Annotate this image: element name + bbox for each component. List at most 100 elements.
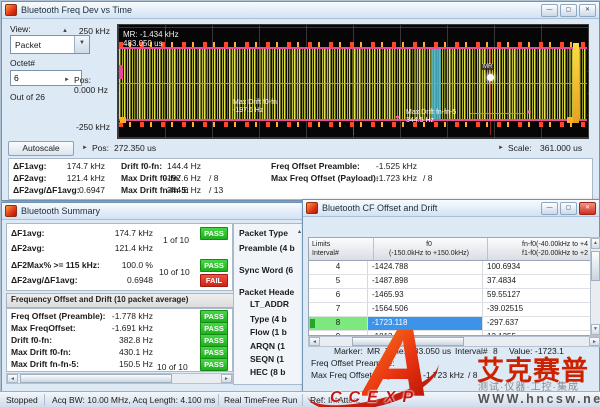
x-scale-value: 361.000 us bbox=[540, 143, 583, 153]
packet-item: Flow (1 b bbox=[250, 327, 287, 337]
metric-label: Max FreqOffset: bbox=[11, 323, 76, 333]
limit-line-top bbox=[119, 47, 587, 49]
titlebar-cf-offset[interactable]: Bluetooth CF Offset and Drift — ▢ ✕ bbox=[303, 200, 599, 217]
xscale-arrow-icon[interactable]: ► bbox=[498, 145, 504, 151]
marker-dot[interactable] bbox=[487, 74, 494, 81]
cell-f0[interactable]: -1465.93 bbox=[368, 289, 483, 302]
scroll-right-icon[interactable]: ► bbox=[589, 337, 600, 346]
table-row[interactable]: 7 -1564.506 -39.02515 bbox=[309, 303, 590, 317]
stat-value: 0.6947 bbox=[79, 185, 105, 195]
minimize-icon[interactable]: — bbox=[541, 3, 558, 17]
cell-f0[interactable]: -1813.548 bbox=[368, 331, 483, 335]
octet-input[interactable] bbox=[10, 70, 82, 86]
status-free-run: Free Run bbox=[262, 395, 298, 405]
footer-freq-offset-label: Freq Offset Preamble: bbox=[311, 358, 395, 368]
cell-f0[interactable]: -1564.506 bbox=[368, 303, 483, 316]
window-title-summary: Bluetooth Summary bbox=[21, 206, 101, 216]
metric-value: 0.6948 bbox=[127, 275, 153, 285]
metric-value: 174.7 kHz bbox=[114, 228, 153, 238]
status-state: Stopped bbox=[6, 395, 38, 405]
close-icon[interactable]: ✕ bbox=[579, 3, 596, 17]
status-separator bbox=[218, 394, 219, 406]
cell-interval[interactable]: 8 bbox=[309, 317, 368, 330]
stat-value: 121.4 kHz bbox=[66, 173, 105, 183]
freq-dev-plot[interactable]: MR MR: -1.434 kHz 483.050 us Max Drift f… bbox=[117, 24, 589, 139]
time-label: Time: bbox=[385, 346, 406, 356]
footer-max-freq-label: Max Freq Offset (Payload): bbox=[311, 370, 413, 380]
cursor-band[interactable] bbox=[431, 49, 441, 119]
metric-value: 382.8 Hz bbox=[118, 335, 153, 345]
marker-readout-freq: MR: -1.434 kHz bbox=[123, 30, 179, 39]
cell-drift[interactable]: -39.02515 bbox=[487, 304, 524, 313]
scroll-up-icon[interactable]: ▲ bbox=[591, 238, 600, 249]
table-row[interactable]: 9 -1813.548 13.1355 bbox=[309, 331, 590, 335]
y-pos-value: 0.000 Hz bbox=[74, 85, 109, 95]
table-row[interactable]: 4 -1424.788 100.6934 bbox=[309, 261, 590, 275]
table-row-selected[interactable]: 8 -1723.118 -297.637 bbox=[309, 317, 590, 331]
view-dropdown[interactable]: Packet ▼ bbox=[10, 35, 90, 54]
packet-item: Preamble (4 b bbox=[239, 243, 295, 253]
cell-interval[interactable]: 6 bbox=[309, 289, 368, 302]
metric-label: Max Drift fn-fn-5: bbox=[11, 359, 79, 369]
stat-value: -197.6 Hz bbox=[164, 173, 201, 183]
minimize-icon[interactable]: — bbox=[541, 201, 558, 215]
scroll-left-icon[interactable]: ◄ bbox=[7, 374, 18, 383]
status-acq: Acq BW: 10.00 MHz, Acq Length: 4.100 ms bbox=[52, 395, 216, 405]
app-icon bbox=[5, 205, 17, 217]
y-axis-bottom-label: -250 kHz bbox=[75, 122, 110, 132]
annotation-arrow-line bbox=[470, 113, 526, 114]
col-header-f0[interactable]: f0 (-150.0kHz to +150.0kHz) bbox=[374, 238, 488, 260]
status-badge: FAIL bbox=[200, 274, 228, 287]
cell-f0[interactable]: -1487.898 bbox=[368, 275, 483, 288]
titlebar-summary[interactable]: Bluetooth Summary bbox=[2, 203, 376, 220]
cell-interval[interactable]: 5 bbox=[309, 275, 368, 288]
stat-count: / 8 bbox=[423, 173, 433, 183]
titlebar-freq-dev[interactable]: Bluetooth Freq Dev vs Time — ▢ ✕ bbox=[2, 2, 599, 19]
summary-hscrollbar[interactable]: ◄ ► bbox=[6, 373, 233, 384]
app-icon bbox=[306, 202, 318, 214]
autoscale-button[interactable]: Autoscale bbox=[8, 141, 74, 156]
stats-panel: ΔF1avg: 174.7 kHz Drift f0-fn: 144.4 Hz … bbox=[8, 158, 593, 200]
xpos-arrow-icon[interactable]: ► bbox=[82, 145, 88, 151]
cell-interval[interactable]: 7 bbox=[309, 303, 368, 316]
cell-drift[interactable]: 13.1355 bbox=[483, 331, 590, 335]
scroll-thumb[interactable] bbox=[591, 251, 600, 281]
section-header: Frequency Offset and Drift (10 packet av… bbox=[6, 293, 237, 308]
scroll-thumb[interactable] bbox=[352, 337, 464, 346]
annotation-max-drift-rate: Max Drift fn-fn-5 344.5 Hz bbox=[406, 109, 456, 125]
scroll-down-icon[interactable]: ▼ bbox=[591, 324, 600, 335]
table-row[interactable]: 6 -1465.93 59.55127 bbox=[309, 289, 590, 303]
cell-drift[interactable]: 37.4834 bbox=[487, 276, 516, 285]
pos-arrow-icon[interactable]: ► bbox=[64, 77, 70, 83]
col-header-interval[interactable]: Limits Interval# bbox=[309, 238, 374, 260]
maximize-icon[interactable]: ▢ bbox=[560, 201, 577, 215]
view-label: View: bbox=[10, 24, 31, 34]
scroll-right-icon[interactable]: ► bbox=[221, 374, 232, 383]
status-separator bbox=[302, 394, 303, 406]
cell-interval[interactable]: 9 bbox=[309, 331, 368, 335]
window-freq-dev: Bluetooth Freq Dev vs Time — ▢ ✕ View: P… bbox=[1, 1, 600, 201]
cell-drift[interactable]: 100.6934 bbox=[487, 262, 521, 271]
metric-label: ΔF2Max% >= 115 kHz: bbox=[11, 260, 100, 270]
cell-f0[interactable]: -1424.788 bbox=[368, 261, 483, 274]
scroll-left-icon[interactable]: ◄ bbox=[309, 337, 320, 346]
stat-label: Max Freq Offset (Payload): bbox=[271, 173, 379, 183]
cell-drift[interactable]: -297.637 bbox=[487, 318, 519, 327]
status-real-time: Real Time bbox=[224, 395, 263, 405]
cf-vscrollbar[interactable]: ▲ ▼ bbox=[590, 237, 600, 336]
cell-interval[interactable]: 4 bbox=[309, 261, 368, 274]
metric-label: Max Drift f0-fn: bbox=[11, 347, 71, 357]
close-icon[interactable]: ✕ bbox=[579, 201, 596, 215]
cell-drift[interactable]: 59.55127 bbox=[487, 290, 521, 299]
handle-right-icon[interactable] bbox=[567, 117, 573, 123]
scroll-thumb[interactable] bbox=[20, 374, 172, 383]
packet-item: Type (4 b bbox=[250, 314, 287, 324]
row-marker-icon bbox=[310, 319, 315, 328]
table-row[interactable]: 5 -1487.898 37.4834 bbox=[309, 275, 590, 289]
cell-f0-selected[interactable]: -1723.118 bbox=[368, 317, 483, 330]
col-header-drift[interactable]: fn-f0(-40.00kHz to +4 f1-f0(-20.00kHz to … bbox=[522, 241, 588, 257]
maximize-icon[interactable]: ▢ bbox=[560, 3, 577, 17]
handle-left-icon[interactable] bbox=[120, 117, 126, 123]
collapse-icon[interactable]: ▴ bbox=[298, 229, 302, 235]
x-scale-label: Scale: bbox=[508, 143, 532, 153]
